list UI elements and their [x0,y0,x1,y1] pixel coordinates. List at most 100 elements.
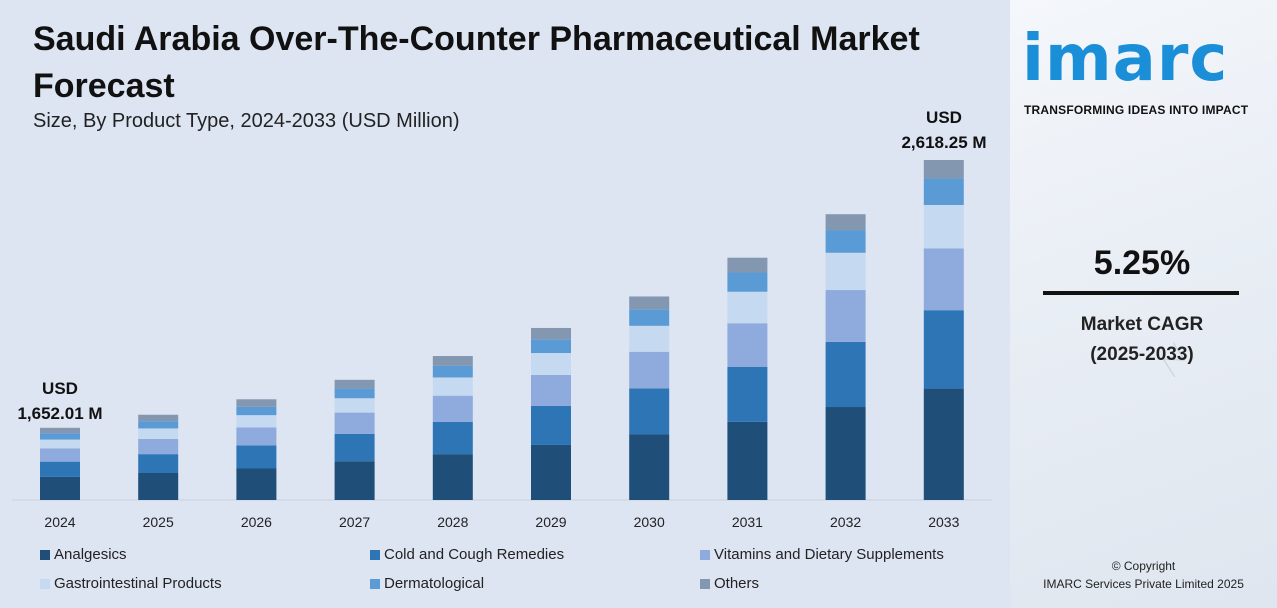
x-tick-label-2031: 2031 [732,514,763,530]
bar-segment-2025-cold-and-cough-remedies [138,454,179,474]
bar-segment-2030-dermatological [629,309,670,326]
cagr-label-line2: (2025-2033) [1090,344,1194,365]
bar-segment-2025-vitamins-and-dietary-supplements [138,438,179,455]
bar-segment-2026-dermatological [236,406,277,416]
bar-segment-2030-gastrointestinal-products [629,325,670,352]
bar-segment-2026-gastrointestinal-products [236,415,277,428]
bar-segment-2024-cold-and-cough-remedies [40,461,80,477]
bar-segment-2027-analgesics [334,461,375,500]
stacked-bar-chart: 2024 2025 2026 2027 2028 2029 2030 2031 2032 2033… [12,108,992,530]
cagr-label-line1: Market CAGR [1080,314,1204,335]
chart-title: Saudi Arabia Over-The-Counter Pharmaceut… [33,20,920,105]
cagr-value: 5.25% [1093,244,1191,282]
bar-segment-2027-dermatological [334,388,375,399]
x-tick-label-2025: 2025 [143,514,174,530]
cagr-divider [1043,291,1239,295]
legend-item-analgesics: Analgesics [40,546,127,563]
legend: Analgesics Cold and Cough Remedies Vitamin… [40,546,1000,606]
x-tick-label-2024: 2024 [44,514,75,530]
bar-segment-2033-dermatological [923,178,964,205]
bar-segment-2029-analgesics [531,444,571,500]
x-tick-label-2029: 2029 [535,514,566,530]
copyright-line1: © Copyright [1111,559,1176,573]
start-annotation-prefix: USD [42,379,78,398]
bar-segment-2032-others [825,214,866,231]
bar-segment-2031-analgesics [727,421,768,500]
bar-segment-2028-analgesics [432,454,473,500]
bar-segment-2024-analgesics [40,476,80,500]
bar-segment-2029-dermatological [531,339,571,354]
legend-swatch [40,549,50,560]
bar-segment-2033-gastrointestinal-products [923,204,964,249]
end-annotation-prefix: USD [926,108,962,127]
x-tick-label-2033: 2033 [928,514,959,530]
x-tick-labels: 2024 2025 2026 2027 2028 2029 2030 2031 2032 2033 [44,514,959,530]
legend-label: Dermatological [384,575,485,592]
imarc-logo: imarc [1022,22,1229,96]
bar-segment-2025-others [138,414,179,422]
bar-segment-2029-gastrointestinal-products [531,353,571,375]
x-tick-label-2030: 2030 [634,514,665,530]
bar-segment-2032-dermatological [825,230,866,253]
legend-item-vitamins-and-dietary-supplements: Vitamins and Dietary Supplements [700,546,944,563]
bar-segment-2033-others [923,160,964,179]
legend-swatch [700,549,710,560]
bar-segment-2032-gastrointestinal-products [825,252,866,291]
bar-segment-2033-cold-and-cough-remedies [923,310,964,389]
bar-segment-2027-others [334,379,375,389]
bar-segment-2027-vitamins-and-dietary-supplements [334,412,375,434]
bar-segment-2030-others [629,296,670,310]
bar-segment-2026-cold-and-cough-remedies [236,445,277,469]
bar-segment-2026-analgesics [236,468,277,500]
bar-segment-2026-others [236,399,277,407]
bar-segment-2029-cold-and-cough-remedies [531,405,571,445]
bar-segment-2030-analgesics [629,434,670,500]
legend-item-others: Others [700,575,759,592]
x-tick-label-2028: 2028 [437,514,468,530]
legend-swatch [370,549,380,560]
bar-segment-2029-others [531,327,571,340]
bar-segment-2028-others [432,356,473,366]
bar-segment-2031-gastrointestinal-products [727,291,768,324]
bar-segment-2033-vitamins-and-dietary-supplements [923,248,964,311]
bar-segment-2027-gastrointestinal-products [334,398,375,413]
bar-segment-2024-others [40,427,80,434]
x-tick-label-2032: 2032 [830,514,861,530]
bar-segment-2032-analgesics [825,407,866,500]
legend-item-gastrointestinal-products: Gastrointestinal Products [40,575,222,592]
bar-segment-2033-analgesics [923,388,964,500]
legend-label: Cold and Cough Remedies [384,546,565,563]
bar-segment-2031-vitamins-and-dietary-supplements [727,323,768,367]
start-annotation-value: 1,652.01 M [17,404,102,423]
legend-swatch [40,578,50,589]
bar-segment-2024-vitamins-and-dietary-supplements [40,448,80,462]
copyright: © Copyright IMARC Services Private Limit… [1010,557,1277,593]
bar-segment-2030-vitamins-and-dietary-supplements [629,351,670,389]
bar-segment-2024-dermatological [40,433,80,440]
x-tick-label-2026: 2026 [241,514,272,530]
chart-subtitle: Size, By Product Type, 2024-2033 (USD Mi… [33,110,460,132]
bars-group [40,160,964,500]
bar-segment-2031-cold-and-cough-remedies [727,366,768,422]
bar-segment-2026-vitamins-and-dietary-supplements [236,427,277,446]
bar-segment-2028-vitamins-and-dietary-supplements [432,395,473,422]
bar-segment-2032-vitamins-and-dietary-supplements [825,290,866,342]
bar-segment-2025-analgesics [138,473,179,500]
legend-label: Analgesics [54,546,127,563]
bar-segment-2024-gastrointestinal-products [40,439,80,449]
cagr-label: Market CAGR (2025-2033) [1042,310,1242,370]
legend-item-cold-and-cough-remedies: Cold and Cough Remedies [370,546,564,563]
x-tick-label-2027: 2027 [339,514,370,530]
legend-swatch [370,578,380,589]
brand-sidebar: ╱╲╱ imarc TRANSFORMING IDEAS INTO IMPACT… [1010,0,1277,608]
copyright-line2: IMARC Services Private Limited 2025 [1043,577,1244,591]
chart-panel: Saudi Arabia Over-The-Counter Pharmaceut… [0,0,1010,608]
bar-segment-2027-cold-and-cough-remedies [334,433,375,462]
bar-segment-2028-dermatological [432,365,473,378]
legend-label: Vitamins and Dietary Supplements [714,546,944,563]
bar-segment-2031-others [727,257,768,273]
bar-segment-2030-cold-and-cough-remedies [629,388,670,435]
legend-item-dermatological: Dermatological [370,575,484,592]
bar-segment-2025-dermatological [138,421,179,429]
bar-segment-2028-gastrointestinal-products [432,377,473,396]
